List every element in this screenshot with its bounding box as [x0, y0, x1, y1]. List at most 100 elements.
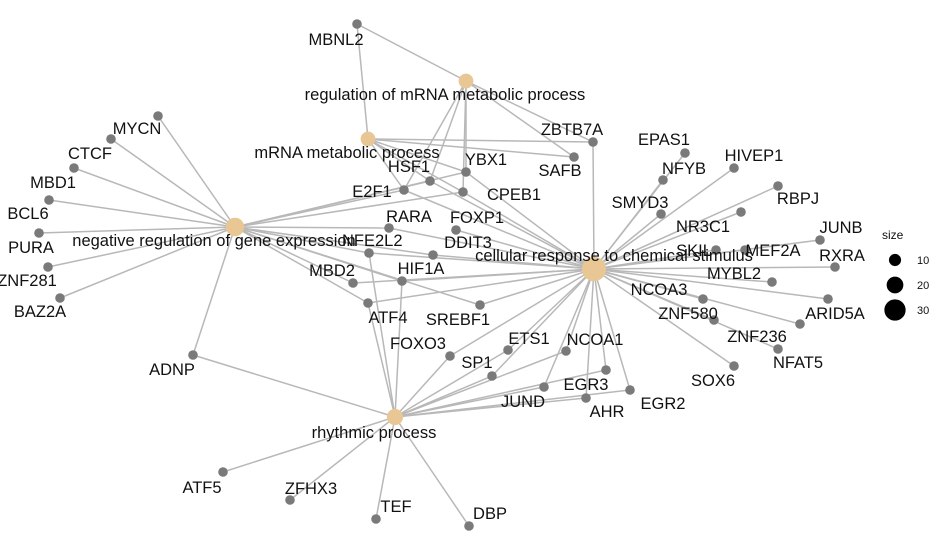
gene-node-rara	[384, 223, 394, 233]
gene-node-ahr	[581, 393, 591, 403]
edge-c_crc-MYBL2	[593, 268, 773, 283]
gene-node-dbp	[464, 521, 474, 531]
network-edges	[38, 23, 836, 527]
edge-c_rhy-FOXO3	[394, 355, 451, 418]
gene-node-baz2a	[55, 293, 65, 303]
gene-label-egr2: EGR2	[641, 395, 686, 413]
legend-circle-30	[884, 299, 906, 321]
edge-c_mmp-SAFB	[367, 138, 575, 158]
edge-c_crc-SMYD3	[593, 213, 662, 270]
gene-node-zbtb7a	[588, 137, 598, 147]
gene-node-znf281	[43, 262, 53, 272]
edge-c_rhy-ETS1	[394, 349, 509, 418]
gene-node-safb	[569, 152, 579, 162]
edge-c_crc-NFE2L2	[368, 252, 595, 270]
edge-c_ngr-DDIT3	[234, 226, 434, 256]
edge-c_rhy-EGR3	[394, 369, 607, 418]
edge-c_rmm-E2F1	[403, 80, 467, 191]
edge-c_crc-ZBTB7A	[592, 141, 595, 270]
gene-label-skil: SKIL	[676, 242, 712, 260]
edge-c_crc-E2F1	[403, 189, 595, 270]
edge-c_crc-MEF2A	[593, 249, 746, 270]
edge-c_rhy-DBP	[394, 416, 470, 527]
category-label-c_crc: cellular response to chemical stimulus	[475, 247, 753, 265]
gene-node-pura	[34, 228, 44, 238]
gene-label-e2f1: E2F1	[352, 183, 391, 201]
gene-node-bcl6	[44, 195, 54, 205]
gene-label-foxp1: FOXP1	[450, 209, 504, 227]
category-node-c_rmm	[458, 73, 474, 89]
category-node-c_mmp	[360, 131, 376, 147]
gene-node-mef2a	[740, 245, 750, 255]
gene-label-zfhx3: ZFHX3	[285, 480, 337, 498]
gene-node-nfyb	[658, 175, 668, 185]
gene-label-pura: PURA	[8, 239, 54, 257]
gene-label-rxra: RXRA	[819, 247, 865, 265]
edge-c_ngr-MYCN	[157, 115, 236, 228]
gene-label-junb: JUNB	[819, 219, 862, 237]
edge-c_crc-ETS1	[507, 268, 595, 351]
gene-label-ncoa3: NCOA3	[631, 281, 688, 299]
gene-node-egr3	[601, 365, 611, 375]
gene-node-zfhx3	[285, 495, 295, 505]
gene-label-nfe2l2: NFE2L2	[342, 232, 403, 250]
gene-node-foxp1	[451, 225, 461, 235]
edge-c_ngr-PURA	[38, 226, 236, 234]
edge-c_rhy-EGR2	[394, 389, 631, 418]
edge-c_crc-HSF1	[429, 180, 595, 270]
gene-label-hivep1: HIVEP1	[725, 147, 784, 165]
legend-title: size	[882, 228, 904, 242]
edge-c_crc-FOXP1	[455, 229, 595, 270]
edge-c_rhy-NFE2L2	[368, 252, 396, 418]
edge-c_ngr-CPEB1	[234, 191, 464, 228]
gene-label-mybl2: MYBL2	[707, 265, 761, 283]
gene-node-hivep1	[729, 163, 739, 173]
gene-node-srebf1	[475, 300, 485, 310]
gene-label-hsf1: HSF1	[388, 158, 430, 176]
gene-node-ybx1	[461, 167, 471, 177]
edge-c_crc-NR3C1	[593, 211, 742, 270]
gene-node-ets1	[503, 345, 513, 355]
gene-node-ctcf	[106, 134, 116, 144]
gene-node-rbpj	[773, 181, 783, 191]
gene-node-jund	[539, 382, 549, 392]
edge-c_ngr-BCL6	[48, 199, 236, 228]
edge-c_crc-ARID5A	[593, 268, 829, 300]
gene-node-junb	[815, 235, 825, 245]
edge-c_mmp-YBX1	[367, 138, 467, 173]
gene-label-rara: RARA	[386, 208, 432, 226]
edge-c_ngr-ATF4	[234, 226, 369, 304]
gene-label-atf4: ATF4	[368, 309, 407, 327]
gene-label-sp1: SP1	[461, 354, 492, 372]
legend-label-30: 30	[917, 305, 929, 317]
gene-label-cpeb1: CPEB1	[487, 186, 541, 204]
gene-label-safb: SAFB	[538, 162, 581, 180]
gene-label-ets1: ETS1	[508, 330, 549, 348]
gene-label-mycn: MYCN	[113, 120, 162, 138]
edge-c_ngr-BAZ2A	[59, 226, 236, 299]
edge-c_crc-SP1	[491, 268, 595, 377]
edge-c_crc-HIF1A	[401, 268, 595, 282]
gene-node-egr2	[625, 385, 635, 395]
edge-c_ngr-MBD2	[234, 226, 354, 284]
edge-c_rhy-TEF	[375, 416, 396, 520]
gene-node-znf580	[709, 315, 719, 325]
gene-label-foxo3: FOXO3	[390, 335, 446, 353]
edge-c_ngr-CTCF	[110, 138, 236, 228]
gene-label-znf281: ZNF281	[0, 272, 57, 290]
gene-node-e2f1	[399, 185, 409, 195]
edge-c_crc-HIVEP1	[593, 167, 735, 270]
gene-label-nfat5: NFAT5	[773, 354, 823, 372]
edge-c_rhy-ATF5	[222, 416, 396, 473]
gene-node-mybl2	[767, 277, 777, 287]
edge-c_mmp-HSF1	[367, 138, 431, 182]
gene-label-ddit3: DDIT3	[444, 234, 492, 252]
edge-c_ngr-RARA	[234, 226, 390, 229]
edge-c_crc-EGR3	[593, 268, 607, 371]
gene-label-zbtb7a: ZBTB7A	[541, 121, 603, 139]
edge-c_rhy-ATF4	[367, 302, 396, 418]
gene-node-skil	[711, 245, 721, 255]
gene-node-ddit3	[428, 250, 438, 260]
gene-label-mbd2: MBD2	[309, 262, 355, 280]
